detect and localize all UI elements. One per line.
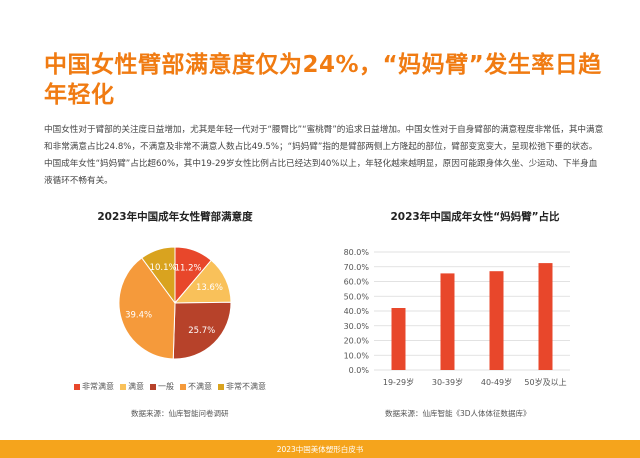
bar — [489, 271, 504, 370]
legend-swatch — [218, 383, 224, 390]
pie-slice-label: 10.1% — [150, 263, 177, 273]
bar-source-note: 数据来源：仙库智能《3D人体体征数据库》 — [385, 409, 531, 418]
pie-chart-title: 2023年中国成年女性臂部满意度 — [97, 211, 253, 223]
legend-swatch — [150, 383, 156, 390]
y-tick-label: 20.0% — [344, 337, 370, 346]
legend-label: 满意 — [128, 382, 144, 391]
y-tick-label: 10.0% — [344, 351, 370, 360]
footer-title: 2023中国美体塑形白皮书 — [276, 445, 364, 454]
pie-slice-label: 11.2% — [175, 263, 202, 273]
pie-slice-label: 13.6% — [196, 283, 223, 293]
y-tick-label: 80.0% — [344, 248, 370, 257]
pie-slice — [141, 246, 176, 305]
pie-slice-label: 39.4% — [125, 310, 152, 320]
y-tick-label: 50.0% — [344, 292, 370, 301]
x-tick-label: 19-29岁 — [383, 377, 414, 387]
pie-legend: 非常满意 满意 一般 不满意 非常不满意 — [74, 381, 334, 392]
y-tick-label: 0.0% — [349, 366, 370, 375]
pie-slice — [118, 257, 176, 360]
pie-slice-label: 25.7% — [188, 326, 215, 336]
pie-source-note: 数据来源：仙库智能问卷调研 — [131, 409, 229, 418]
bar — [391, 308, 406, 370]
legend-label: 一般 — [158, 382, 174, 391]
legend-item: 满意 — [120, 381, 144, 392]
legend-swatch — [120, 383, 126, 390]
footer-bar — [0, 440, 640, 458]
y-tick-label: 70.0% — [344, 263, 370, 272]
x-tick-label: 30-39岁 — [432, 377, 463, 387]
legend-item: 一般 — [150, 381, 174, 392]
page-headline: 中国女性臂部满意度仅为24%，“妈妈臂”发生率日趋年轻化 — [44, 52, 602, 108]
intro-paragraph: 中国女性对于臂部的关注度日益增加，尤其是年轻一代对于“腰臀比”“蜜桃臀”的追求日… — [44, 125, 604, 186]
legend-label: 非常满意 — [82, 382, 114, 391]
x-tick-label: 40-49岁 — [481, 377, 512, 387]
legend-item: 非常满意 — [74, 381, 114, 392]
satisfaction-pie-chart: 11.2% 13.6% 25.7% 39.4% 10.1% — [118, 246, 232, 360]
legend-swatch — [180, 383, 186, 390]
legend-swatch — [74, 383, 80, 390]
legend-item: 非常不满意 — [218, 381, 266, 392]
mommy-arm-bar-chart: 0.0% 10.0% 20.0% 30.0% 40.0% 50.0% 60.0% 70.0% 8… — [344, 248, 570, 387]
y-tick-label: 30.0% — [344, 322, 370, 331]
legend-label: 非常不满意 — [226, 382, 266, 391]
x-tick-label: 50岁及以上 — [524, 377, 566, 387]
bar — [440, 273, 455, 370]
legend-item: 不满意 — [180, 381, 212, 392]
bar — [538, 263, 553, 370]
y-tick-label: 60.0% — [344, 278, 370, 287]
legend-label: 不满意 — [188, 382, 212, 391]
pie-slice — [172, 301, 232, 360]
y-tick-label: 40.0% — [344, 307, 370, 316]
bar-chart-title: 2023年中国成年女性“妈妈臂”占比 — [390, 211, 560, 223]
